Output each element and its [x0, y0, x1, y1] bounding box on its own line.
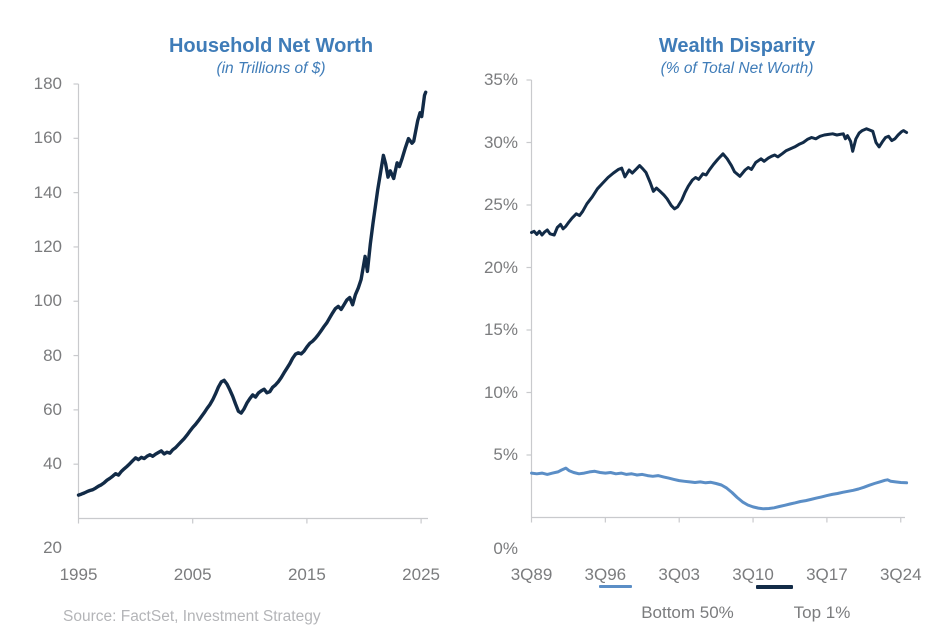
chart-subtitle: (in Trillions of $) — [216, 60, 326, 77]
legend-line-swatch-top-1 — [756, 585, 793, 589]
y-tick-label: 10% — [483, 382, 518, 402]
x-tick-label: 3Q17 — [806, 565, 848, 584]
wealth-disparity-title-block: Wealth Disparity (% of Total Net Worth) — [545, 34, 929, 79]
legend-label-top-1: Top 1% — [793, 603, 851, 622]
x-tick-label: 3Q96 — [584, 565, 627, 584]
legend-line-swatch-bottom-50 — [599, 585, 632, 588]
y-tick-label: 160 — [33, 128, 62, 148]
y-tick-label: 35% — [483, 70, 518, 89]
y-tick-label: 25% — [483, 195, 518, 214]
x-tick-label: 3Q03 — [658, 565, 700, 584]
y-tick-label: 100 — [33, 291, 62, 311]
y-tick-label: 80 — [43, 345, 62, 365]
y-tick-label: 60 — [43, 399, 62, 419]
bottom-50-line — [530, 466, 909, 511]
x-tick-label: 3Q24 — [879, 565, 922, 584]
household-net-worth-line — [76, 90, 428, 497]
y-tick-label: 140 — [33, 182, 62, 202]
chart-title: Household Net Worth — [168, 35, 374, 57]
y-tick-label: 180 — [33, 74, 62, 93]
x-tick-label: 3Q10 — [732, 565, 774, 584]
y-tick-label: 20% — [483, 257, 518, 277]
y-tick-label: 120 — [33, 236, 62, 256]
y-tick-label: 15% — [483, 320, 518, 339]
y-tick-label: 0% — [493, 539, 518, 558]
legend-label-bottom-50: Bottom 50% — [641, 603, 734, 622]
x-tick-label: 2005 — [173, 565, 212, 584]
x-tick-label: 2025 — [402, 565, 440, 584]
y-tick-label: 5% — [493, 445, 518, 464]
chart-title: Wealth Disparity — [658, 35, 816, 57]
chart-subtitle: (% of Total Net Worth) — [660, 60, 814, 77]
y-tick-label: 20 — [43, 538, 62, 557]
x-tick-label: 3Q89 — [510, 565, 553, 584]
x-tick-label: 2015 — [287, 565, 326, 584]
y-tick-label: 40 — [43, 454, 62, 474]
top-1-line — [530, 127, 909, 237]
source-note: Source: FactSet, Investment Strategy — [63, 608, 321, 625]
x-tick-label: 1995 — [59, 565, 98, 584]
y-tick-label: 30% — [483, 132, 518, 152]
household-net-worth-title-block: Household Net Worth (in Trillions of $) — [80, 34, 462, 79]
